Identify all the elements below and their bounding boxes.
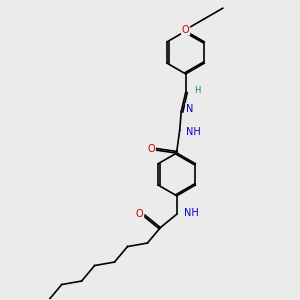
- Text: H: H: [194, 86, 200, 95]
- Text: O: O: [182, 25, 190, 34]
- Text: NH: NH: [184, 208, 198, 218]
- Text: N: N: [186, 104, 193, 114]
- Text: O: O: [136, 208, 143, 219]
- Text: O: O: [147, 143, 155, 154]
- Text: NH: NH: [186, 127, 200, 136]
